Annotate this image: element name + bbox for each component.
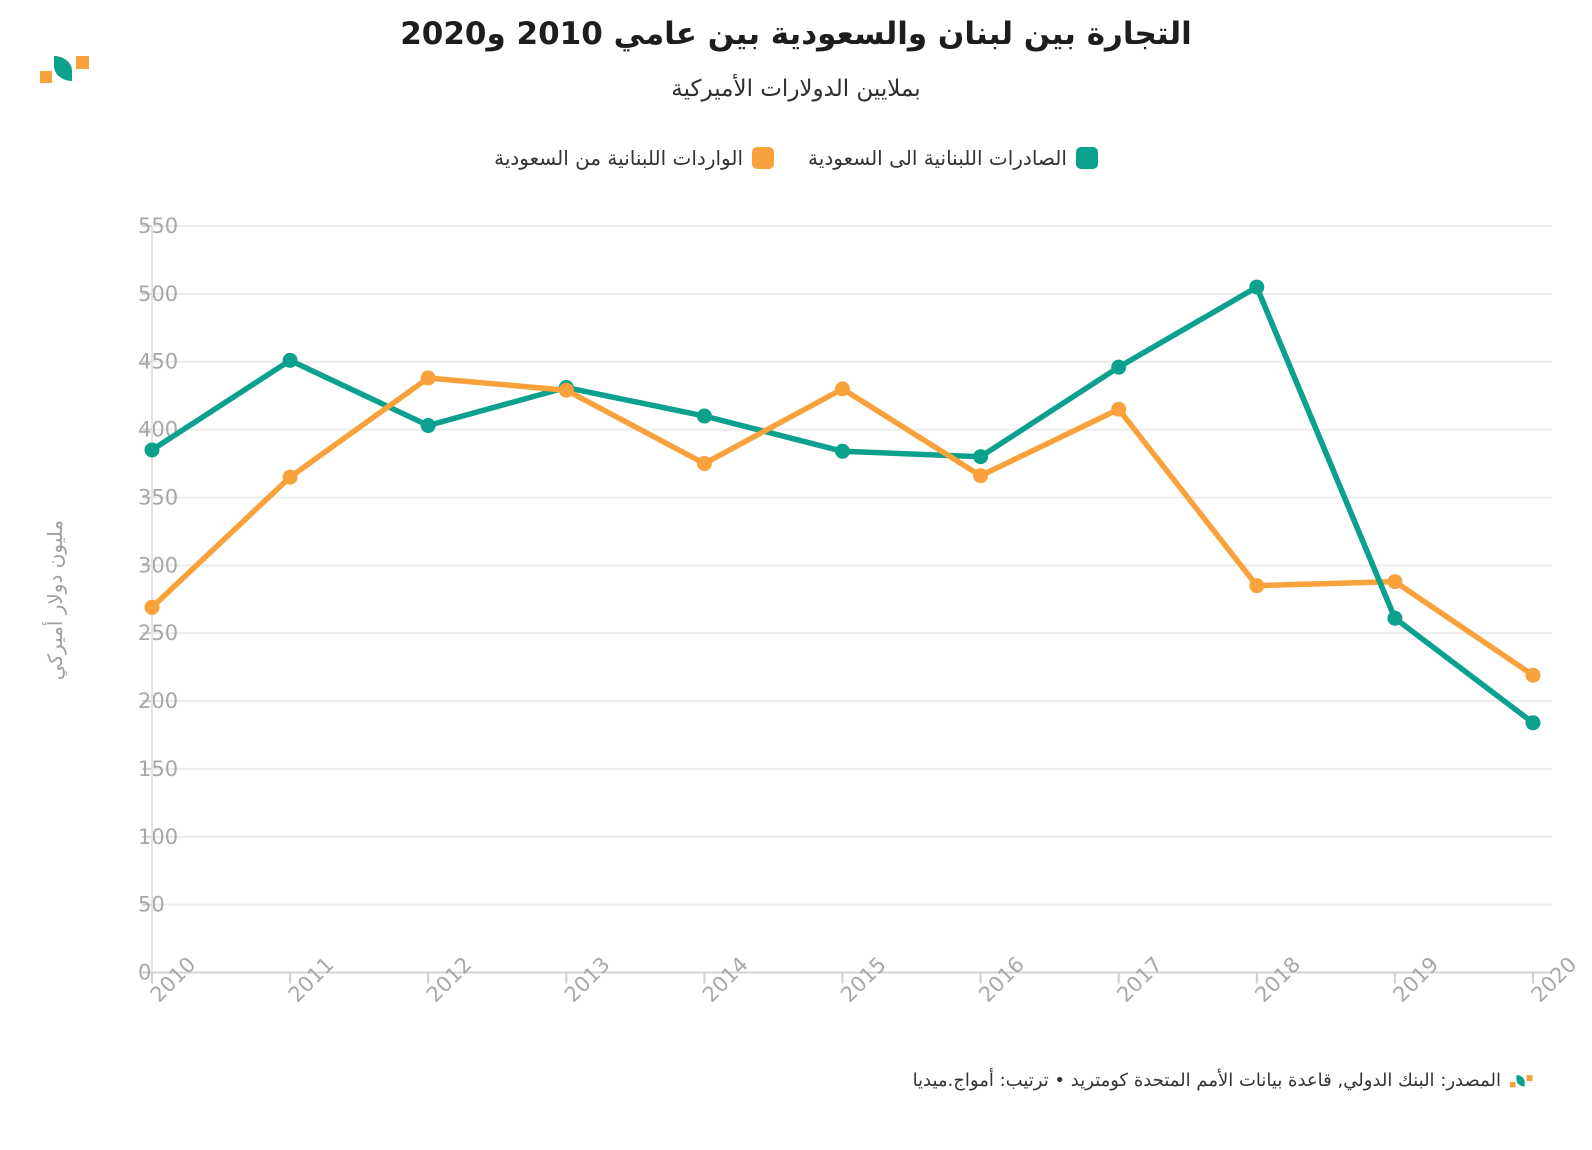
- y-tick-label: 150: [138, 757, 178, 781]
- y-tick-label: 0: [138, 961, 151, 985]
- line-chart: 0501001502002503003504004505005502010201…: [138, 214, 1582, 1007]
- series-line-0: [149, 284, 1536, 726]
- amwaj-footer-logo-svg: [1510, 1074, 1533, 1087]
- x-tick-label-2019: 2019: [1388, 952, 1443, 1007]
- data-point-s0-2012: [420, 418, 436, 434]
- y-tick-label: 100: [138, 825, 178, 849]
- data-point-s0-2019: [1387, 610, 1403, 626]
- data-point-s0-2018: [1249, 279, 1265, 295]
- legend-label: الصادرات اللبنانية الى السعودية: [808, 146, 1067, 170]
- data-point-s1-2010: [144, 599, 160, 615]
- data-point-s1-2017: [1111, 401, 1127, 417]
- x-tick-label-2013: 2013: [560, 952, 615, 1007]
- x-tick-label-2016: 2016: [974, 952, 1029, 1007]
- data-point-s0-2016: [973, 449, 989, 465]
- legend-swatch-icon: [1075, 147, 1098, 169]
- data-point-s0-2020: [1525, 715, 1541, 731]
- x-tick-label-2015: 2015: [836, 952, 891, 1007]
- data-point-s0-2010: [144, 442, 160, 458]
- y-tick-label: 450: [138, 350, 178, 374]
- legend-label: الواردات اللبنانية من السعودية: [494, 146, 744, 170]
- data-point-s1-2016: [973, 468, 989, 484]
- page-title: التجارة بين لبنان والسعودية بين عامي 201…: [400, 16, 1192, 52]
- y-tick-label: 250: [138, 621, 178, 645]
- x-tick-label-2017: 2017: [1112, 952, 1167, 1007]
- x-tick-label-2018: 2018: [1250, 952, 1305, 1007]
- amwaj-logo-icon: [40, 54, 90, 88]
- data-point-s1-2012: [420, 370, 436, 386]
- x-tick-label-2020: 2020: [1527, 952, 1582, 1007]
- x-tick-label-2011: 2011: [284, 952, 339, 1007]
- y-tick-label: 300: [138, 553, 178, 577]
- legend-swatch-icon: [752, 147, 775, 169]
- data-point-s1-2011: [282, 469, 298, 485]
- y-axis-title: مليون دولار أميركي: [43, 519, 67, 681]
- page-subtitle: بملايين الدولارات الأميركية: [671, 76, 921, 102]
- data-point-s1-2015: [835, 381, 850, 397]
- data-point-s0-2015: [835, 443, 850, 459]
- data-point-s0-2017: [1111, 359, 1127, 375]
- y-tick-label: 200: [138, 689, 178, 713]
- series-line-0-overdraw: [1254, 284, 1398, 622]
- data-point-s1-2013: [558, 382, 574, 398]
- legend-item-0: الصادرات اللبنانية الى السعودية: [808, 146, 1098, 170]
- series-line-1: [149, 375, 1536, 679]
- y-tick-label: 500: [138, 282, 178, 306]
- amwaj-logo-svg: [40, 56, 89, 83]
- data-point-s0-2014: [696, 408, 712, 424]
- data-point-s0-2011: [282, 352, 298, 368]
- y-tick-label: 350: [138, 485, 178, 509]
- x-tick-label-2012: 2012: [422, 952, 477, 1007]
- data-point-s1-2019: [1387, 574, 1403, 590]
- data-point-s1-2018: [1249, 578, 1265, 594]
- source-text: المصدر: البنك الدولي, قاعدة بيانات الأمم…: [912, 1070, 1501, 1091]
- source-line: المصدر: البنك الدولي, قاعدة بيانات الأمم…: [913, 1070, 1533, 1091]
- x-tick-label-2010: 2010: [146, 952, 201, 1007]
- amwaj-footer-logo-icon: [1510, 1074, 1533, 1088]
- data-point-s1-2020: [1525, 667, 1541, 683]
- chart-legend: الصادرات اللبنانية الى السعودية الواردات …: [0, 146, 1592, 170]
- legend-item-1: الواردات اللبنانية من السعودية: [494, 146, 775, 170]
- y-tick-label: 550: [138, 214, 178, 238]
- x-tick-label-2014: 2014: [698, 952, 753, 1007]
- data-point-s1-2014: [696, 456, 712, 472]
